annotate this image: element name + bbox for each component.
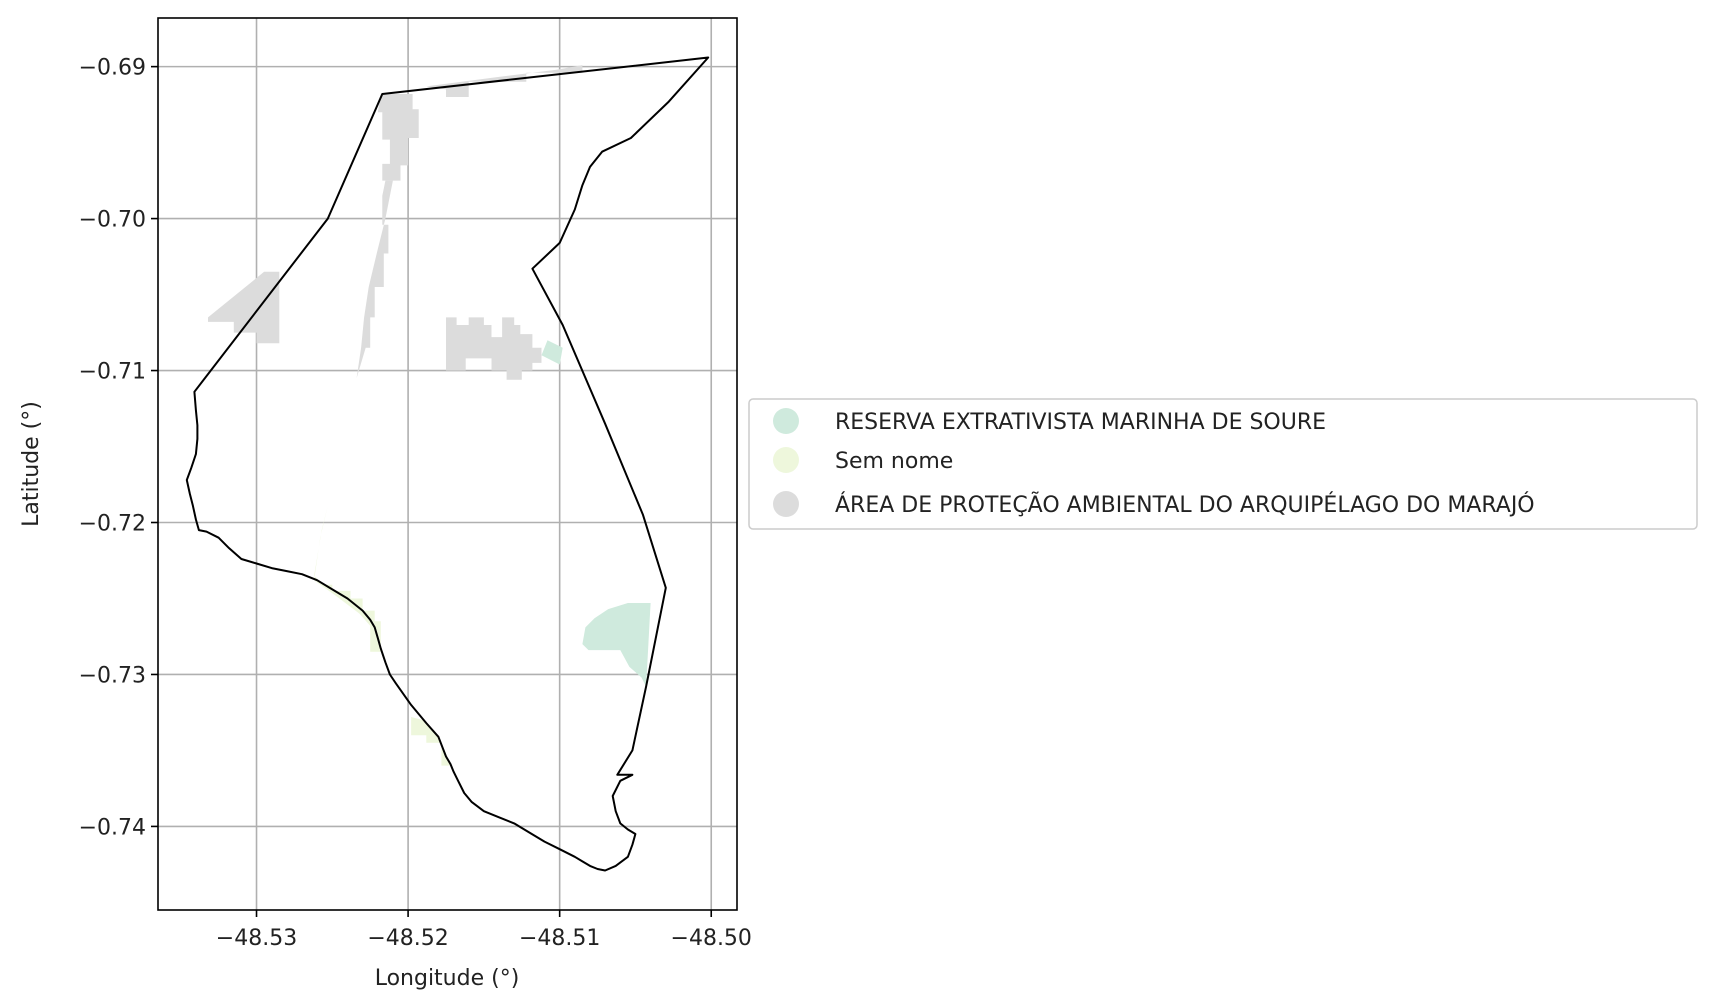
y-axis-label: Latitude (°) — [19, 401, 44, 527]
legend-marker-1 — [773, 447, 799, 473]
legend-box — [748, 398, 1698, 530]
area-2-polygon-0 — [377, 94, 419, 181]
legend-marker-0 — [773, 408, 799, 434]
x-tick-label-1: −48.52 — [367, 926, 448, 951]
legend-marker-2 — [773, 491, 799, 517]
x-tick-label-2: −48.51 — [519, 926, 600, 951]
y-axis-ticks: −0.69 −0.70 −0.71 −0.72 −0.73 −0.74 — [79, 56, 158, 840]
protected-areas — [208, 65, 651, 766]
area-2-polygon-3 — [208, 271, 280, 344]
y-tick-label-2: −0.71 — [79, 360, 146, 385]
area-0-polygon-0 — [582, 603, 651, 687]
area-1-polygon-1 — [411, 717, 451, 766]
x-axis-ticks: −48.53 −48.52 −48.51 −48.50 — [216, 910, 752, 951]
y-tick-label-5: −0.74 — [79, 815, 146, 840]
area-2-polygon-4 — [446, 317, 542, 380]
legend: RESERVA EXTRATIVISTA MARINHA DE SOURE Sem… — [748, 398, 1698, 530]
x-axis-label: Longitude (°) — [375, 966, 520, 991]
x-tick-label-0: −48.53 — [216, 926, 297, 951]
legend-label-0: RESERVA EXTRATIVISTA MARINHA DE SOURE — [835, 410, 1326, 435]
grid-lines — [158, 18, 737, 910]
y-tick-label-3: −0.72 — [79, 512, 146, 537]
legend-label-2: ÁREA DE PROTEÇÃO AMBIENTAL DO ARQUIPÉLAG… — [835, 491, 1535, 518]
x-tick-label-3: −48.50 — [671, 926, 752, 951]
municipality-boundary-layer — [185, 56, 710, 872]
y-tick-label-4: −0.73 — [79, 663, 146, 688]
legend-label-1: Sem nome — [835, 449, 953, 474]
y-tick-label-0: −0.69 — [79, 56, 146, 81]
legend-entries: RESERVA EXTRATIVISTA MARINHA DE SOURE Sem… — [773, 408, 1535, 518]
municipality-boundary — [185, 56, 710, 872]
y-tick-label-1: −0.70 — [79, 208, 146, 233]
area-2-polygon-2 — [356, 180, 393, 379]
plot-frame — [157, 17, 738, 911]
area-0-polygon-1 — [541, 340, 563, 365]
area-1-polygon-0 — [314, 505, 381, 652]
